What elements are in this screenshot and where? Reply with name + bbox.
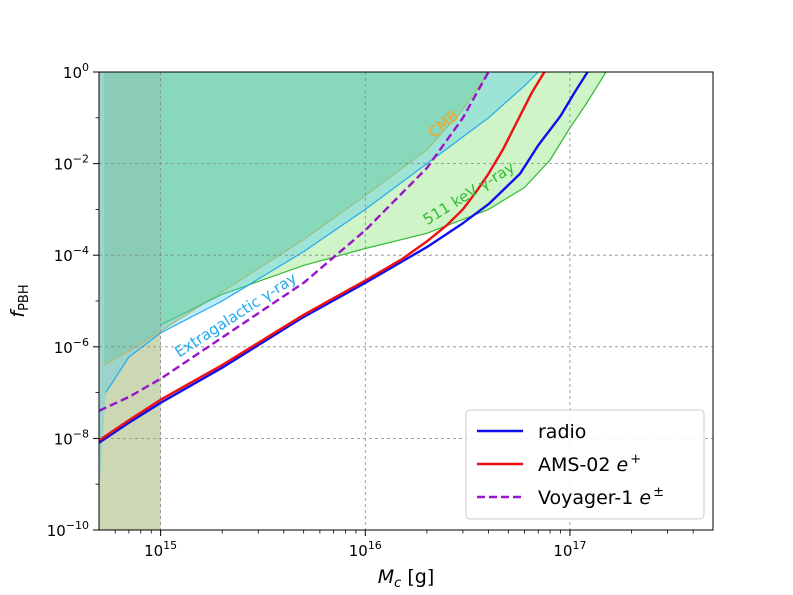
legend-items: radio AMS-02 e + Voyager-1 e ± — [477, 421, 664, 509]
legend-label-1: AMS-02 e + — [538, 452, 641, 476]
y-tick-label-0: 10−10 — [47, 519, 89, 540]
x-tick-label-2: 1017 — [553, 539, 586, 560]
y-tick-label-5: 100 — [63, 61, 89, 82]
x-axis-label: Mc [g] — [378, 566, 435, 591]
legend: radio AMS-02 e + Voyager-1 e ± — [465, 409, 705, 520]
y-tick-label-2: 10−6 — [54, 336, 89, 357]
region-fill-extragalactic-edge — [99, 72, 106, 485]
region-edge-1 — [160, 72, 607, 326]
legend-label-0: radio — [538, 421, 586, 443]
series-line-radio — [99, 72, 589, 444]
region-fill-2 — [105, 72, 539, 393]
x-tick-label-1: 1016 — [349, 539, 382, 560]
region-fill-1 — [160, 72, 606, 325]
y-tick-label-1: 10−8 — [54, 427, 89, 448]
region-fill-0 — [104, 72, 489, 365]
low-mass-band — [99, 72, 161, 530]
y-tick-label-4: 10−2 — [54, 153, 89, 174]
y-axis-label: fPBH — [7, 284, 32, 317]
legend-label-2: Voyager-1 e ± — [538, 485, 664, 509]
series-line-voyager-1-e- — [99, 72, 490, 412]
legend-box — [465, 409, 705, 520]
plot-area — [99, 72, 713, 530]
x-tick-label-0: 1015 — [144, 539, 177, 560]
series-layer — [99, 72, 589, 444]
y-tick-label-3: 10−4 — [54, 244, 89, 265]
region-edge-2 — [105, 72, 539, 393]
region-layer — [99, 72, 607, 530]
series-line-ams-02-e- — [99, 72, 546, 442]
region-edge-0 — [103, 72, 489, 366]
tick-layer: 1015 1016 1017 10−10 10−8 10−6 10−4 10−2 100 — [47, 61, 694, 560]
